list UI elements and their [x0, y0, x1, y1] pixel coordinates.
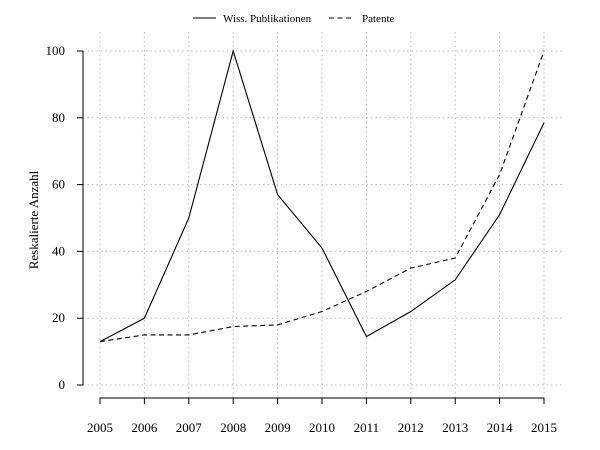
x-tick-label: 2011	[354, 420, 380, 435]
y-tick-label: 20	[52, 310, 65, 325]
x-tick-label: 2012	[398, 420, 424, 435]
y-tick-label: 80	[52, 110, 65, 125]
y-tick-label: 100	[46, 43, 66, 58]
y-axis-label: Reskalierte Anzahl	[26, 170, 41, 269]
series-line-2	[99, 50, 545, 343]
x-tick-label: 2009	[265, 420, 291, 435]
y-tick-label: 60	[52, 177, 65, 192]
x-tick-label: 2008	[220, 420, 246, 435]
x-tick-label: 2014	[487, 420, 514, 435]
series-line-1	[99, 49, 545, 343]
legend-label-2: Patente	[362, 13, 394, 25]
axes: 0 20 40 60 80 100 2005 2006 2007 2008 2009 2010 2011…	[46, 43, 558, 435]
x-tick-label: 2010	[309, 420, 335, 435]
x-tick-label: 2006	[131, 420, 158, 435]
x-tick-label: 2013	[442, 420, 468, 435]
x-tick-label: 2015	[531, 420, 557, 435]
y-tick-label: 0	[59, 377, 66, 392]
x-tick-label: 2007	[176, 420, 203, 435]
plot-series	[99, 49, 545, 343]
y-tick-label: 40	[52, 243, 65, 258]
legend: Wiss. Publikationen Patente	[193, 13, 394, 25]
legend-label-1: Wiss. Publikationen	[223, 13, 312, 25]
grid	[83, 32, 562, 398]
x-tick-label: 2005	[87, 420, 113, 435]
